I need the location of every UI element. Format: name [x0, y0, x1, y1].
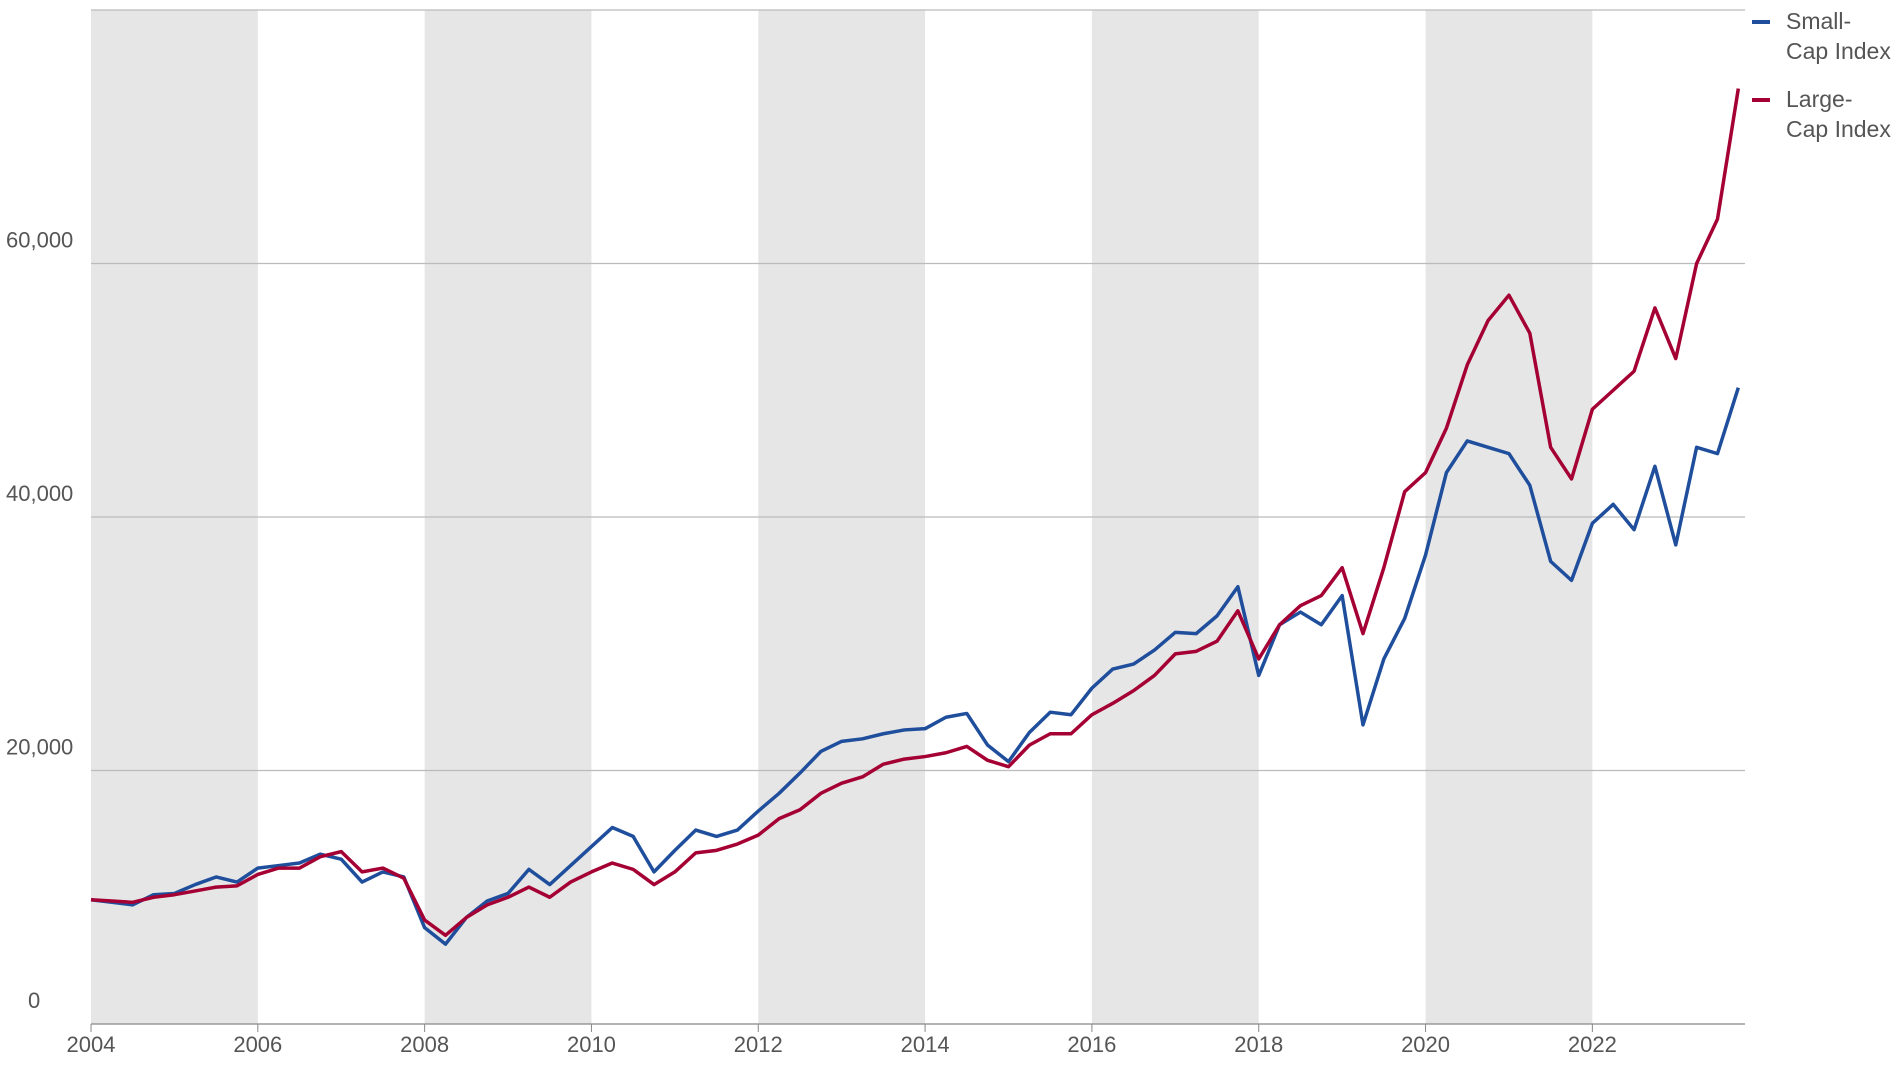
series-line: [90, 387, 1740, 946]
legend-item: Large-Cap Index: [1752, 84, 1892, 144]
x-tick-label: 2022: [1568, 1032, 1617, 1057]
y-tick-label: 20,000: [6, 735, 73, 760]
legend-label: Large-Cap Index: [1786, 86, 1891, 142]
legend-swatch: [1752, 20, 1770, 24]
x-tick-label: 2014: [901, 1032, 950, 1057]
legend-label: Small-Cap Index: [1786, 8, 1891, 64]
legend-item: Small-Cap Index: [1752, 6, 1892, 66]
x-tick-label: 2018: [1234, 1032, 1283, 1057]
legend-swatch: [1752, 98, 1770, 102]
series-line: [90, 88, 1741, 938]
x-tick-label: 2004: [67, 1032, 116, 1057]
x-tick-label: 2010: [567, 1032, 616, 1057]
x-tick-label: 2006: [233, 1032, 282, 1057]
x-tick-label: 2016: [1067, 1032, 1116, 1057]
y-tick-label: 40,000: [6, 481, 73, 506]
x-tick-label: 2008: [400, 1032, 449, 1057]
y-tick-label: 60,000: [6, 228, 73, 253]
x-tick-label: 2020: [1401, 1032, 1450, 1057]
y-tick-label: 0: [28, 988, 40, 1013]
x-tick-label: 2012: [734, 1032, 783, 1057]
